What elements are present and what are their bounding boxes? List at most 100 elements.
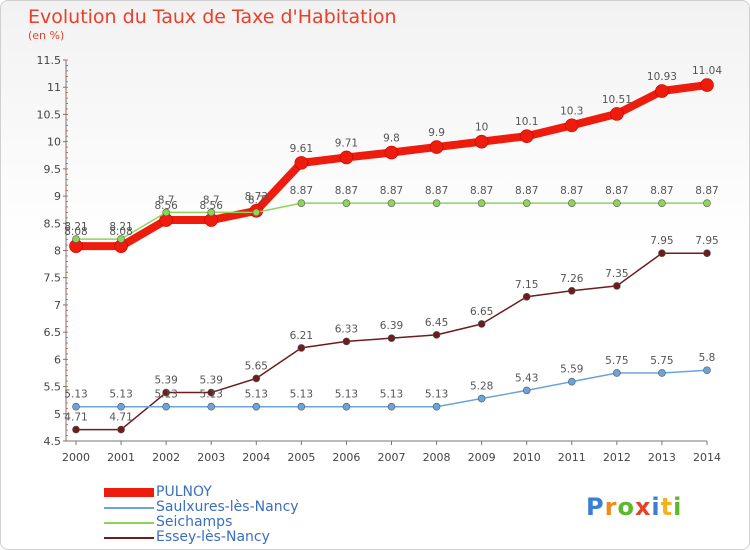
- data-label: 9.9: [428, 127, 445, 139]
- data-label: 11.04: [692, 65, 722, 77]
- data-point: [432, 331, 441, 339]
- data-label: 8.87: [515, 185, 538, 197]
- data-point: [72, 235, 80, 243]
- data-label: 8.7: [203, 194, 220, 206]
- data-label: 5.13: [200, 389, 223, 401]
- data-label: 5.75: [605, 355, 628, 367]
- x-tick-label: 2005: [287, 451, 315, 464]
- data-label: 5.13: [380, 389, 403, 401]
- logo-letter: i: [673, 493, 683, 521]
- data-label: 8.87: [560, 185, 583, 197]
- data-label: 6.39: [380, 320, 403, 332]
- x-tick-label: 2014: [693, 451, 721, 464]
- data-label: 8.7: [158, 194, 175, 206]
- data-point: [564, 118, 579, 133]
- data-label: 8.87: [290, 185, 313, 197]
- data-label: 10: [475, 122, 488, 134]
- data-point: [522, 386, 531, 395]
- data-point: [658, 199, 666, 207]
- data-label: 6.65: [470, 306, 493, 318]
- data-point: [252, 374, 261, 383]
- data-point: [658, 369, 666, 377]
- x-tick-label: 2012: [603, 451, 631, 464]
- data-label: 5.8: [699, 352, 716, 364]
- data-label: 5.13: [64, 389, 87, 401]
- legend-item: Saulxures-lès-Nancy: [104, 500, 299, 515]
- data-label: 9.61: [290, 143, 313, 155]
- data-point: [72, 402, 80, 411]
- data-label: 5.13: [290, 389, 313, 401]
- data-point: [294, 156, 309, 170]
- data-label: 7.35: [605, 268, 628, 280]
- data-label: 7.15: [515, 279, 538, 291]
- x-tick-label: 2011: [558, 451, 586, 464]
- data-point: [610, 107, 624, 121]
- data-label: 5.13: [245, 389, 268, 401]
- data-point: [567, 286, 576, 295]
- data-label: 4.71: [64, 412, 87, 424]
- y-tick-label: 11.5: [37, 54, 62, 67]
- y-tick-label: 9: [54, 190, 61, 203]
- x-tick-label: 2013: [648, 451, 676, 464]
- data-label: 8.08: [109, 226, 132, 238]
- data-point: [700, 78, 714, 92]
- data-point: [297, 199, 306, 207]
- axes: 4.5 5 5.5 6 6.5 7 7.5 8 8.5 9 9.5 10 10.5 11 11.5 2000 2…: [37, 54, 722, 464]
- legend-swatch: [104, 506, 154, 509]
- data-point: [384, 145, 399, 160]
- legend-item: Seichamps: [104, 515, 299, 530]
- data-point: [387, 199, 396, 207]
- y-tick-label: 8: [54, 245, 61, 258]
- x-tick-label: 2006: [332, 451, 360, 464]
- data-point: [477, 394, 486, 403]
- data-point: [207, 388, 216, 397]
- logo-letter: P: [586, 493, 605, 521]
- y-tick-label: 7.5: [44, 272, 62, 285]
- x-tick-label: 2008: [423, 451, 451, 464]
- data-label: 8.87: [425, 185, 448, 197]
- data-point: [432, 402, 441, 411]
- data-label: 6.21: [290, 330, 313, 342]
- data-label: 4.71: [109, 412, 132, 424]
- data-label: 8.87: [650, 185, 673, 197]
- data-label: 10.1: [515, 116, 538, 128]
- logo-letter: x: [634, 493, 652, 521]
- legend-swatch: [104, 536, 154, 539]
- data-label: 8.87: [380, 185, 403, 197]
- legend-item: Essey-lès-Nancy: [104, 530, 299, 545]
- data-label: 8.21: [64, 221, 87, 233]
- legend: PULNOY Saulxures-lès-Nancy Seichamps Essey-…: [104, 485, 299, 545]
- data-label: 5.28: [470, 381, 493, 393]
- data-point: [432, 199, 441, 207]
- y-tick-label: 4.5: [44, 435, 62, 448]
- data-point: [655, 84, 669, 98]
- data-point: [567, 199, 576, 207]
- data-point: [207, 402, 216, 411]
- data-point: [703, 249, 711, 258]
- data-point: [342, 402, 351, 411]
- data-label: 8.87: [335, 185, 358, 197]
- data-label: 10.93: [647, 71, 677, 83]
- data-label: 8.56: [154, 200, 178, 212]
- logo-letter: o: [617, 493, 635, 521]
- y-tick-label: 5.5: [44, 381, 62, 394]
- data-point: [117, 235, 125, 243]
- data-label: 5.13: [335, 389, 358, 401]
- data-point: [162, 388, 170, 397]
- data-point: [297, 344, 306, 352]
- y-tick-label: 5: [54, 408, 61, 421]
- x-tick-label: 2000: [62, 451, 90, 464]
- y-tick-label: 6: [54, 353, 61, 366]
- x-tick-label: 2007: [378, 451, 406, 464]
- data-label: 8.87: [605, 185, 628, 197]
- data-point: [567, 377, 576, 386]
- data-label: 8.7: [248, 194, 265, 206]
- data-point: [519, 129, 534, 143]
- data-point: [162, 402, 170, 411]
- logo-letter: r: [604, 493, 618, 521]
- x-tick-label: 2010: [513, 451, 541, 464]
- x-tick-label: 2003: [197, 451, 225, 464]
- data-point: [522, 292, 531, 301]
